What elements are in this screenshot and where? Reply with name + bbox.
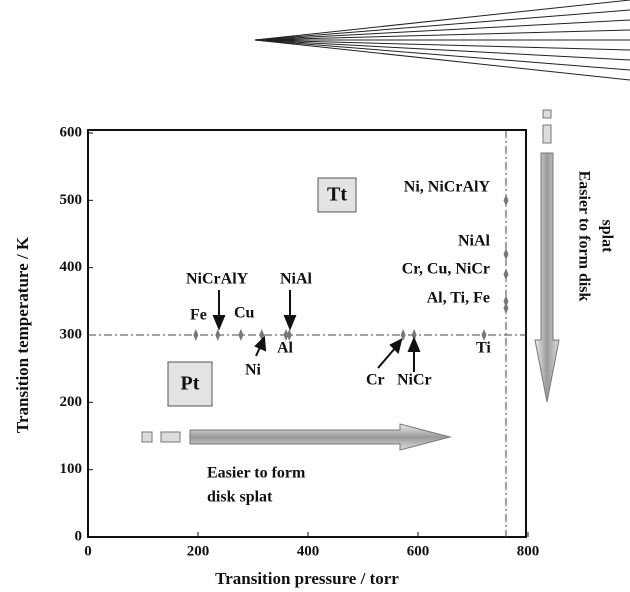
y-tick-label: 600: [60, 124, 83, 140]
point: [193, 329, 199, 341]
annotation: Pt: [181, 373, 200, 395]
pt-box: [167, 361, 213, 407]
annotation: Easier to form: [207, 465, 306, 482]
annotation: Fe: [190, 307, 207, 324]
annotation: Easier to form disk: [575, 171, 592, 302]
plot-frame: [87, 129, 527, 538]
annotation: Cr, Cu, NiCr: [402, 261, 490, 278]
point: [238, 329, 244, 341]
fan-decoration: [254, 0, 630, 81]
annotation: Al: [277, 340, 294, 357]
annotation: Tt: [327, 184, 347, 206]
annotation: splat: [598, 220, 615, 254]
x-tick-label: 200: [187, 543, 210, 559]
point: [286, 329, 292, 341]
y-tick-label: 300: [60, 326, 83, 342]
annotation: disk splat: [207, 489, 273, 506]
point: [215, 329, 221, 341]
point: [481, 329, 487, 341]
y-axis-title: Transition temperature / K: [13, 236, 32, 433]
point: [503, 268, 509, 281]
x-axis-title: Transition pressure / torr: [215, 569, 399, 588]
pointer-arrows: [212, 290, 421, 372]
x-tick-label: 0: [84, 543, 92, 559]
point: [411, 329, 417, 341]
y-tick-label: 200: [60, 394, 83, 410]
y-tick-label: 400: [60, 259, 83, 275]
point: [503, 302, 509, 315]
point: [503, 295, 509, 308]
annotation: Ti: [476, 340, 491, 357]
annotation: NiCr: [397, 372, 432, 389]
y-tick-label: 100: [60, 461, 83, 477]
y-tick-label: 0: [75, 528, 83, 544]
x-tick-label: 400: [297, 543, 320, 559]
horizontal-arrow: [141, 423, 452, 451]
x-tick-label: 800: [517, 543, 540, 559]
annotation: Cr: [366, 372, 385, 389]
annotation: NiCrAlY: [186, 271, 249, 288]
point: [400, 329, 406, 341]
point: [503, 194, 509, 207]
vertical-arrow: [534, 109, 560, 403]
y-tick-label: 500: [60, 192, 83, 208]
annotation: NiAl: [280, 271, 313, 288]
annotation: Cu: [234, 305, 255, 322]
point: [503, 248, 509, 261]
annotation: Al, Ti, Fe: [427, 290, 490, 307]
tt-box: [317, 177, 357, 213]
point: [283, 329, 289, 341]
annotation: NiAl: [458, 233, 491, 250]
annotation: Ni, NiCrAlY: [404, 179, 491, 196]
x-tick-label: 600: [407, 543, 430, 559]
annotation: Ni: [245, 362, 262, 379]
